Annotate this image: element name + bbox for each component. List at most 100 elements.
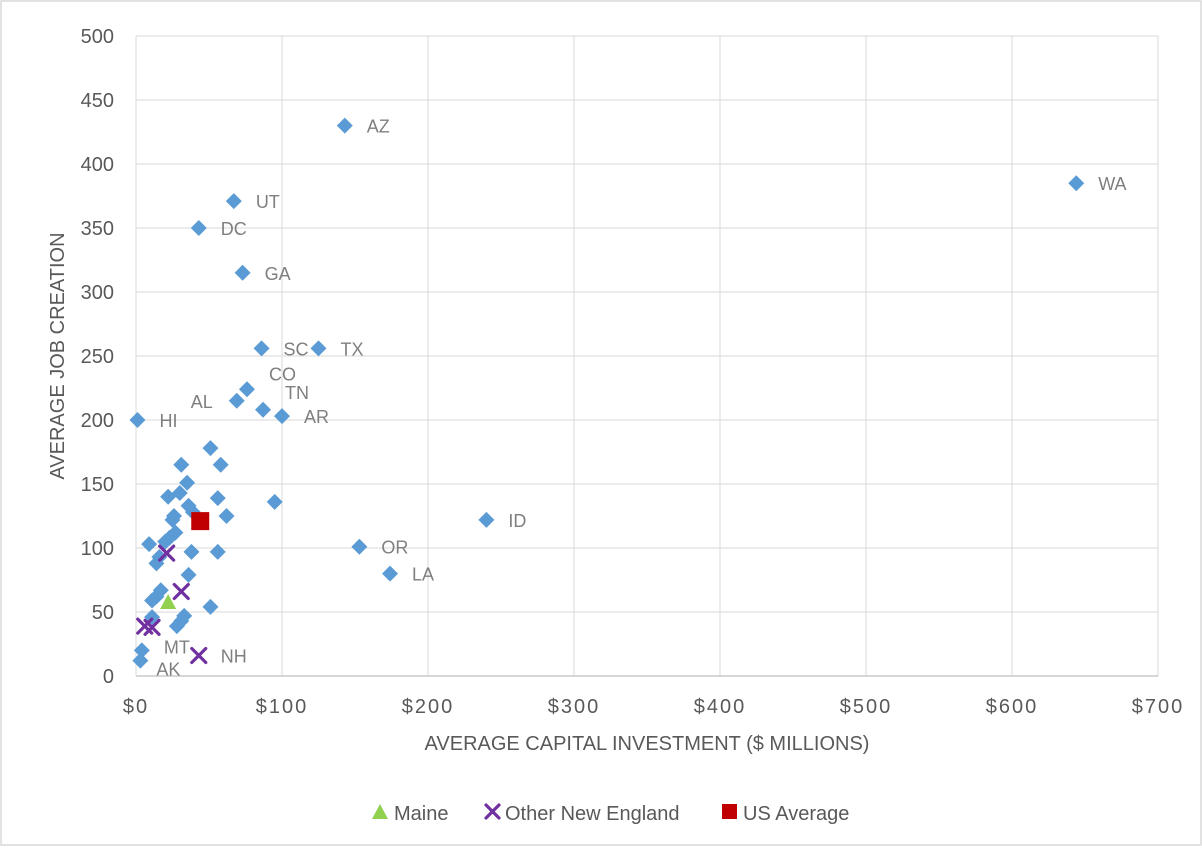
- point-label-az: AZ: [367, 117, 390, 137]
- y-tick-label: 350: [81, 218, 114, 240]
- point-label-ut: UT: [256, 192, 280, 212]
- state-point: [209, 543, 226, 560]
- state-point: [234, 264, 251, 281]
- legend-item-us-average: US Average: [722, 803, 849, 825]
- state-point: [133, 642, 150, 659]
- point-label-hi: HI: [159, 411, 177, 431]
- other-new-england-point: [190, 646, 208, 665]
- axes: [135, 36, 1158, 677]
- point-label-tx: TX: [341, 339, 364, 359]
- state-point: [202, 598, 219, 615]
- state-point: [218, 508, 235, 524]
- state-point: [212, 456, 229, 473]
- other-new-england-point: [143, 618, 161, 636]
- y-tick-label: 300: [81, 282, 114, 304]
- legend-item-maine: Maine: [372, 803, 448, 825]
- point-label-ar: AR: [304, 407, 329, 427]
- state-point: [478, 511, 495, 528]
- point-label-or: OR: [381, 538, 408, 558]
- state-point: [202, 440, 219, 457]
- x-marker-stroke: [143, 618, 161, 636]
- y-tick-label: 450: [81, 90, 114, 112]
- point-label-mt: MT: [164, 637, 190, 657]
- state-point: [164, 511, 181, 528]
- state-point: [209, 490, 226, 507]
- x-tick-label: $500: [840, 696, 893, 718]
- x-tick-label: $600: [986, 696, 1039, 718]
- state-point: [238, 381, 255, 398]
- y-tick-label: 250: [81, 346, 114, 368]
- point-label-wa: WA: [1098, 174, 1126, 194]
- x-tick-label: $400: [694, 696, 747, 718]
- point-label-co: CO: [269, 364, 296, 384]
- y-tick-label: 200: [81, 410, 114, 432]
- point-label-id: ID: [508, 511, 526, 531]
- y-axis-title: AVERAGE JOB CREATION: [47, 232, 69, 479]
- y-tick-label: 400: [81, 154, 114, 176]
- x-marker-stroke: [190, 646, 208, 665]
- tick-labels: 0 50 100 150 200 250 300 350 400 450 500 $0 $100 $200…: [81, 26, 1185, 718]
- other-new-england-point: [172, 582, 190, 601]
- state-point: [225, 193, 242, 210]
- legend-marker-us-average-square: [722, 804, 737, 819]
- x-tick-label: $300: [548, 696, 601, 718]
- gridlines: [136, 35, 1159, 676]
- legend-marker-maine-triangle: [372, 804, 388, 819]
- x-marker-stroke: [172, 582, 190, 601]
- y-tick-label: 150: [81, 474, 114, 496]
- point-label-dc: DC: [221, 219, 247, 239]
- state-point: [183, 543, 200, 560]
- x-marker-stroke: [158, 544, 176, 562]
- legend-label-other-new-england: Other New England: [505, 803, 680, 825]
- state-point: [253, 340, 270, 357]
- state-point: [179, 474, 196, 491]
- x-axis-title: AVERAGE CAPITAL INVESTMENT ($ MILLIONS): [425, 733, 870, 755]
- y-tick-label: 100: [81, 538, 114, 560]
- x-marker-stroke: [136, 617, 154, 635]
- y-tick-label: 500: [81, 26, 114, 48]
- legend: Maine Other New England US Average: [372, 803, 849, 825]
- state-point: [132, 652, 149, 669]
- us-average-point: [191, 512, 210, 531]
- state-point: [180, 566, 197, 583]
- x-marker-stroke: [484, 803, 501, 820]
- state-point: [382, 565, 399, 582]
- y-tick-label: 50: [92, 602, 114, 624]
- maine-point: [160, 594, 177, 610]
- point-label-nh: NH: [221, 647, 247, 667]
- state-point: [274, 408, 290, 425]
- legend-marker-other-new-england-x: [484, 803, 501, 820]
- data-points: [129, 117, 1085, 669]
- x-tick-label: $0: [123, 696, 149, 718]
- point-label-ga: GA: [265, 264, 291, 284]
- state-point: [144, 592, 161, 609]
- state-point: [1068, 175, 1085, 192]
- x-tick-label: $200: [402, 696, 455, 718]
- point-label-sc: SC: [284, 339, 309, 359]
- state-point: [190, 220, 207, 236]
- legend-label-us-average: US Average: [743, 803, 849, 825]
- point-label-tn: TN: [285, 383, 309, 403]
- state-point: [351, 538, 368, 555]
- state-point: [266, 493, 283, 510]
- state-point: [141, 536, 158, 553]
- point-label-ak: AK: [156, 660, 180, 680]
- other-new-england-point: [158, 544, 176, 562]
- point-label-al: AL: [191, 392, 213, 412]
- legend-label-maine: Maine: [394, 803, 448, 825]
- legend-item-other-new-england: Other New England: [484, 803, 680, 825]
- y-tick-label: 0: [103, 666, 114, 688]
- x-tick-label: $700: [1132, 696, 1185, 718]
- point-label-la: LA: [412, 565, 434, 585]
- x-tick-label: $100: [256, 696, 309, 718]
- state-point: [228, 392, 245, 409]
- state-point: [160, 488, 177, 505]
- state-point: [129, 412, 146, 428]
- state-point: [336, 117, 353, 134]
- state-point: [168, 618, 185, 635]
- state-point: [255, 401, 272, 418]
